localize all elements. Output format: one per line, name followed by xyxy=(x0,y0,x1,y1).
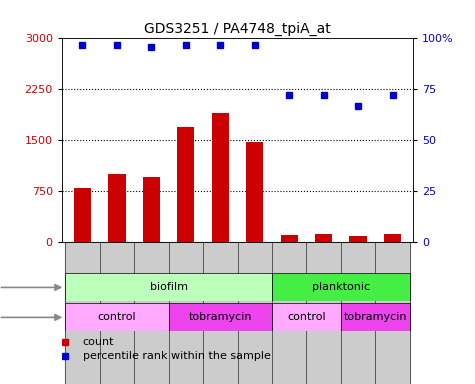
Bar xyxy=(375,242,410,384)
Bar xyxy=(281,235,298,242)
Text: percentile rank within the sample: percentile rank within the sample xyxy=(83,351,271,361)
Text: tobramycin: tobramycin xyxy=(189,312,252,323)
Bar xyxy=(177,127,194,242)
Text: biofilm: biofilm xyxy=(150,282,188,293)
Text: control: control xyxy=(287,312,326,323)
Bar xyxy=(350,237,367,242)
Bar xyxy=(238,242,272,384)
Bar xyxy=(203,242,238,384)
Bar xyxy=(74,188,91,242)
Bar xyxy=(306,242,341,384)
Text: count: count xyxy=(83,337,114,347)
Bar xyxy=(142,177,160,242)
Bar xyxy=(100,242,134,384)
Text: control: control xyxy=(97,312,136,323)
Bar xyxy=(315,234,332,242)
Bar xyxy=(272,273,410,301)
Bar xyxy=(246,142,263,242)
Bar xyxy=(134,242,169,384)
Text: agent: agent xyxy=(0,312,60,323)
Bar xyxy=(341,303,410,331)
Bar xyxy=(65,303,169,331)
Text: tobramycin: tobramycin xyxy=(343,312,407,323)
Bar xyxy=(65,273,272,301)
Bar xyxy=(108,174,125,242)
Bar xyxy=(212,113,229,242)
Title: GDS3251 / PA4748_tpiA_at: GDS3251 / PA4748_tpiA_at xyxy=(144,22,331,36)
Bar xyxy=(384,235,401,242)
Bar xyxy=(65,242,100,384)
Bar xyxy=(169,242,203,384)
Text: planktonic: planktonic xyxy=(312,282,370,293)
Bar xyxy=(341,242,375,384)
Bar xyxy=(272,242,306,384)
Bar xyxy=(272,303,341,331)
Bar xyxy=(169,303,272,331)
Text: cell type: cell type xyxy=(0,282,60,293)
